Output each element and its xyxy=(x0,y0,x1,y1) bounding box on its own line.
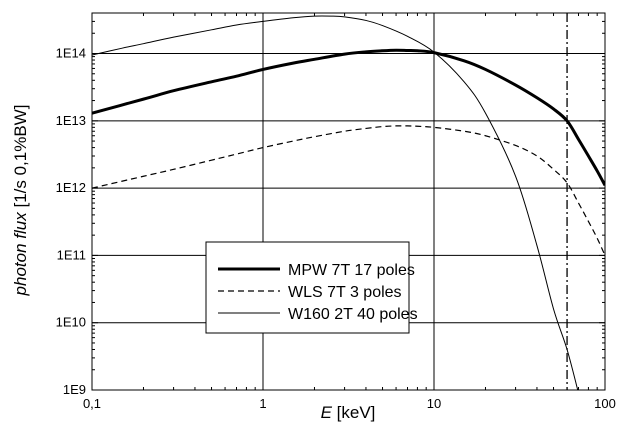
legend-box xyxy=(205,241,410,334)
y-tick-label: 1E13 xyxy=(56,113,86,128)
y-tick-labels: 1E9 1E10 1E11 1E12 1E13 1E14 xyxy=(56,46,86,397)
x-tick-labels: 0,1 1 10 100 xyxy=(83,396,616,411)
series-line-wls xyxy=(92,125,605,256)
plot-frame xyxy=(91,12,606,391)
legend-entry-w160-label: W160 2T 40 poles xyxy=(288,306,418,323)
x-tick-label: 1 xyxy=(259,396,266,411)
legend-entry-wls-label: WLS 7T 3 poles xyxy=(288,284,402,301)
y-tick-label: 1E10 xyxy=(56,315,86,330)
y-tick-label: 1E9 xyxy=(63,382,86,397)
x-tick-label: 100 xyxy=(594,396,616,411)
y-tick-label: 1E12 xyxy=(56,180,86,195)
y-tick-label: 1E14 xyxy=(56,46,86,61)
y-axis-label: photon flux [1/s 0,1%BW] xyxy=(11,105,30,297)
legend-entry-mpw-label: MPW 7T 17 poles xyxy=(288,262,415,279)
y-tick-label: 1E11 xyxy=(57,247,86,262)
x-tick-label: 10 xyxy=(427,396,441,411)
x-axis-label: E [keV] xyxy=(321,403,376,422)
legend: MPW 7T 17 poles WLS 7T 3 poles W160 2T 40 … xyxy=(205,241,418,334)
axis-ticks xyxy=(91,12,606,391)
data-series xyxy=(92,15,605,390)
series-line-w160 xyxy=(92,15,579,390)
series-line-mpw xyxy=(92,48,605,187)
x-tick-label: 0,1 xyxy=(83,396,101,411)
